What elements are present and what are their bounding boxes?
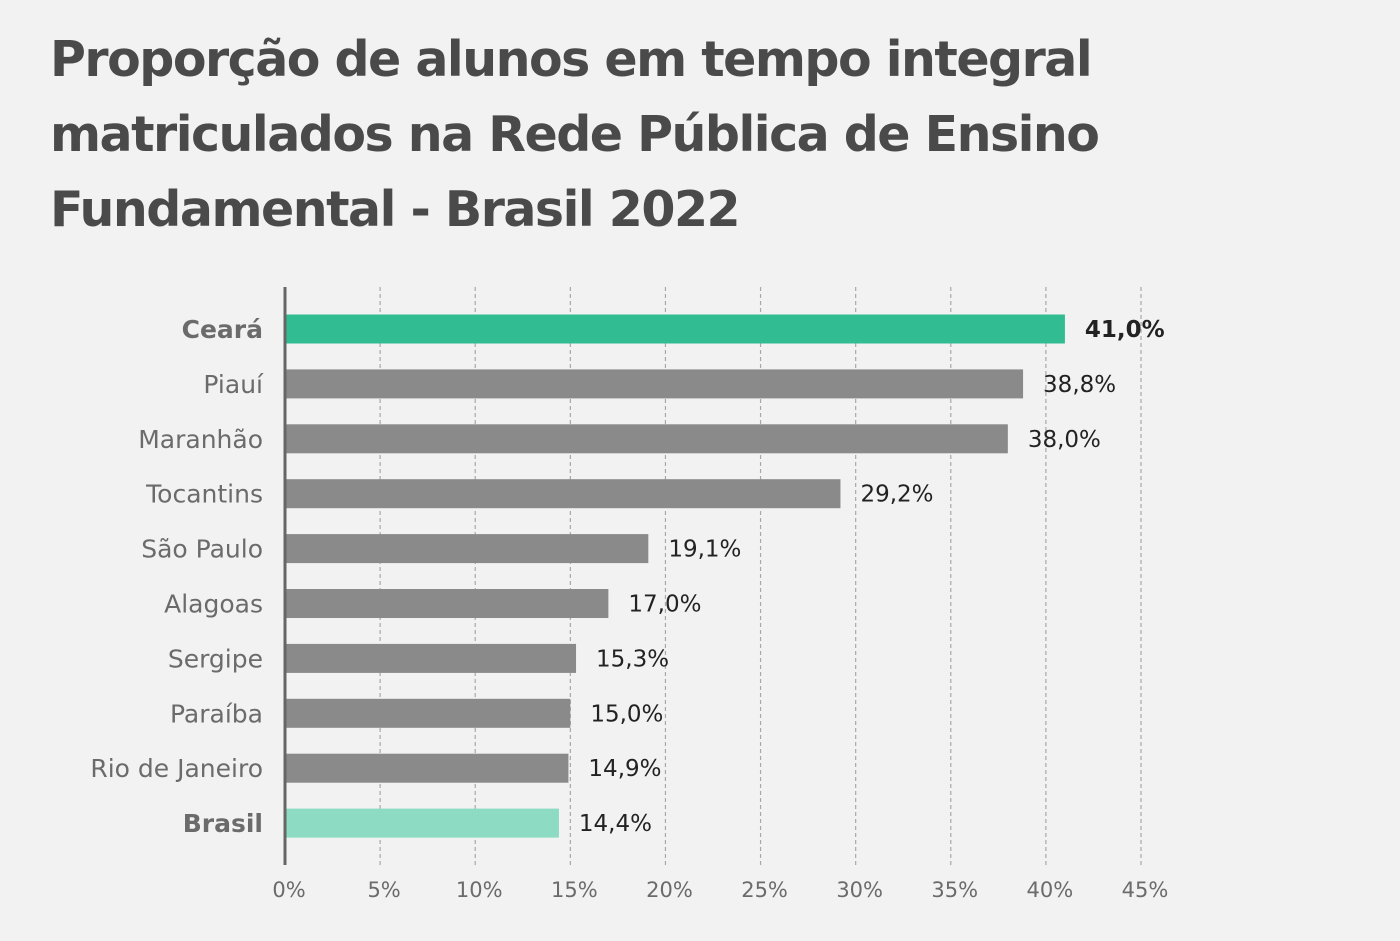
bar — [285, 479, 841, 509]
x-tick-label: 5% — [367, 878, 400, 902]
category-label: Rio de Janeiro — [90, 754, 263, 783]
data-label: 38,0% — [1028, 427, 1101, 453]
category-label: Alagoas — [164, 590, 263, 619]
x-tick-label: 20% — [646, 878, 693, 902]
data-label: 17,0% — [628, 592, 701, 618]
bar — [285, 753, 569, 783]
data-label: 29,2% — [860, 482, 933, 508]
x-tick-label: 45% — [1122, 878, 1169, 902]
category-label: Piauí — [203, 370, 264, 399]
data-label: 15,3% — [596, 646, 669, 672]
bar — [285, 808, 559, 838]
data-label: 19,1% — [668, 537, 741, 563]
bar — [285, 314, 1065, 344]
x-tick-label: 15% — [551, 878, 598, 902]
x-tick-label: 25% — [741, 878, 788, 902]
x-tick-label: 10% — [456, 878, 503, 902]
category-label: Sergipe — [168, 644, 263, 673]
category-label: Maranhão — [138, 425, 263, 454]
chart-title: Proporção de alunos em tempo integral ma… — [50, 22, 1150, 247]
bar — [285, 369, 1024, 399]
category-label: Ceará — [182, 315, 263, 344]
bar — [285, 589, 609, 618]
category-label: Tocantins — [145, 480, 263, 509]
category-label: Brasil — [183, 809, 263, 838]
data-label: 14,4% — [579, 811, 652, 837]
x-tick-label: 40% — [1027, 878, 1074, 902]
x-tick-label: 30% — [836, 878, 883, 902]
category-label: São Paulo — [141, 535, 263, 564]
bar — [285, 698, 571, 728]
data-label: 41,0% — [1085, 317, 1165, 343]
title-line: Fundamental - Brasil 2022 — [50, 181, 741, 238]
title-line: Proporção de alunos em tempo integral — [50, 31, 1093, 88]
category-label: Paraíba — [170, 699, 263, 728]
x-tick-label: 35% — [931, 878, 978, 902]
title-line: matriculados na Rede Pública de Ensino — [50, 106, 1100, 163]
data-label: 38,8% — [1043, 372, 1116, 398]
x-tick-label: 0% — [272, 878, 305, 902]
data-label: 15,0% — [590, 701, 663, 727]
data-label: 14,9% — [588, 756, 661, 782]
bar — [285, 534, 649, 564]
bar — [285, 643, 577, 673]
bar — [285, 424, 1008, 454]
